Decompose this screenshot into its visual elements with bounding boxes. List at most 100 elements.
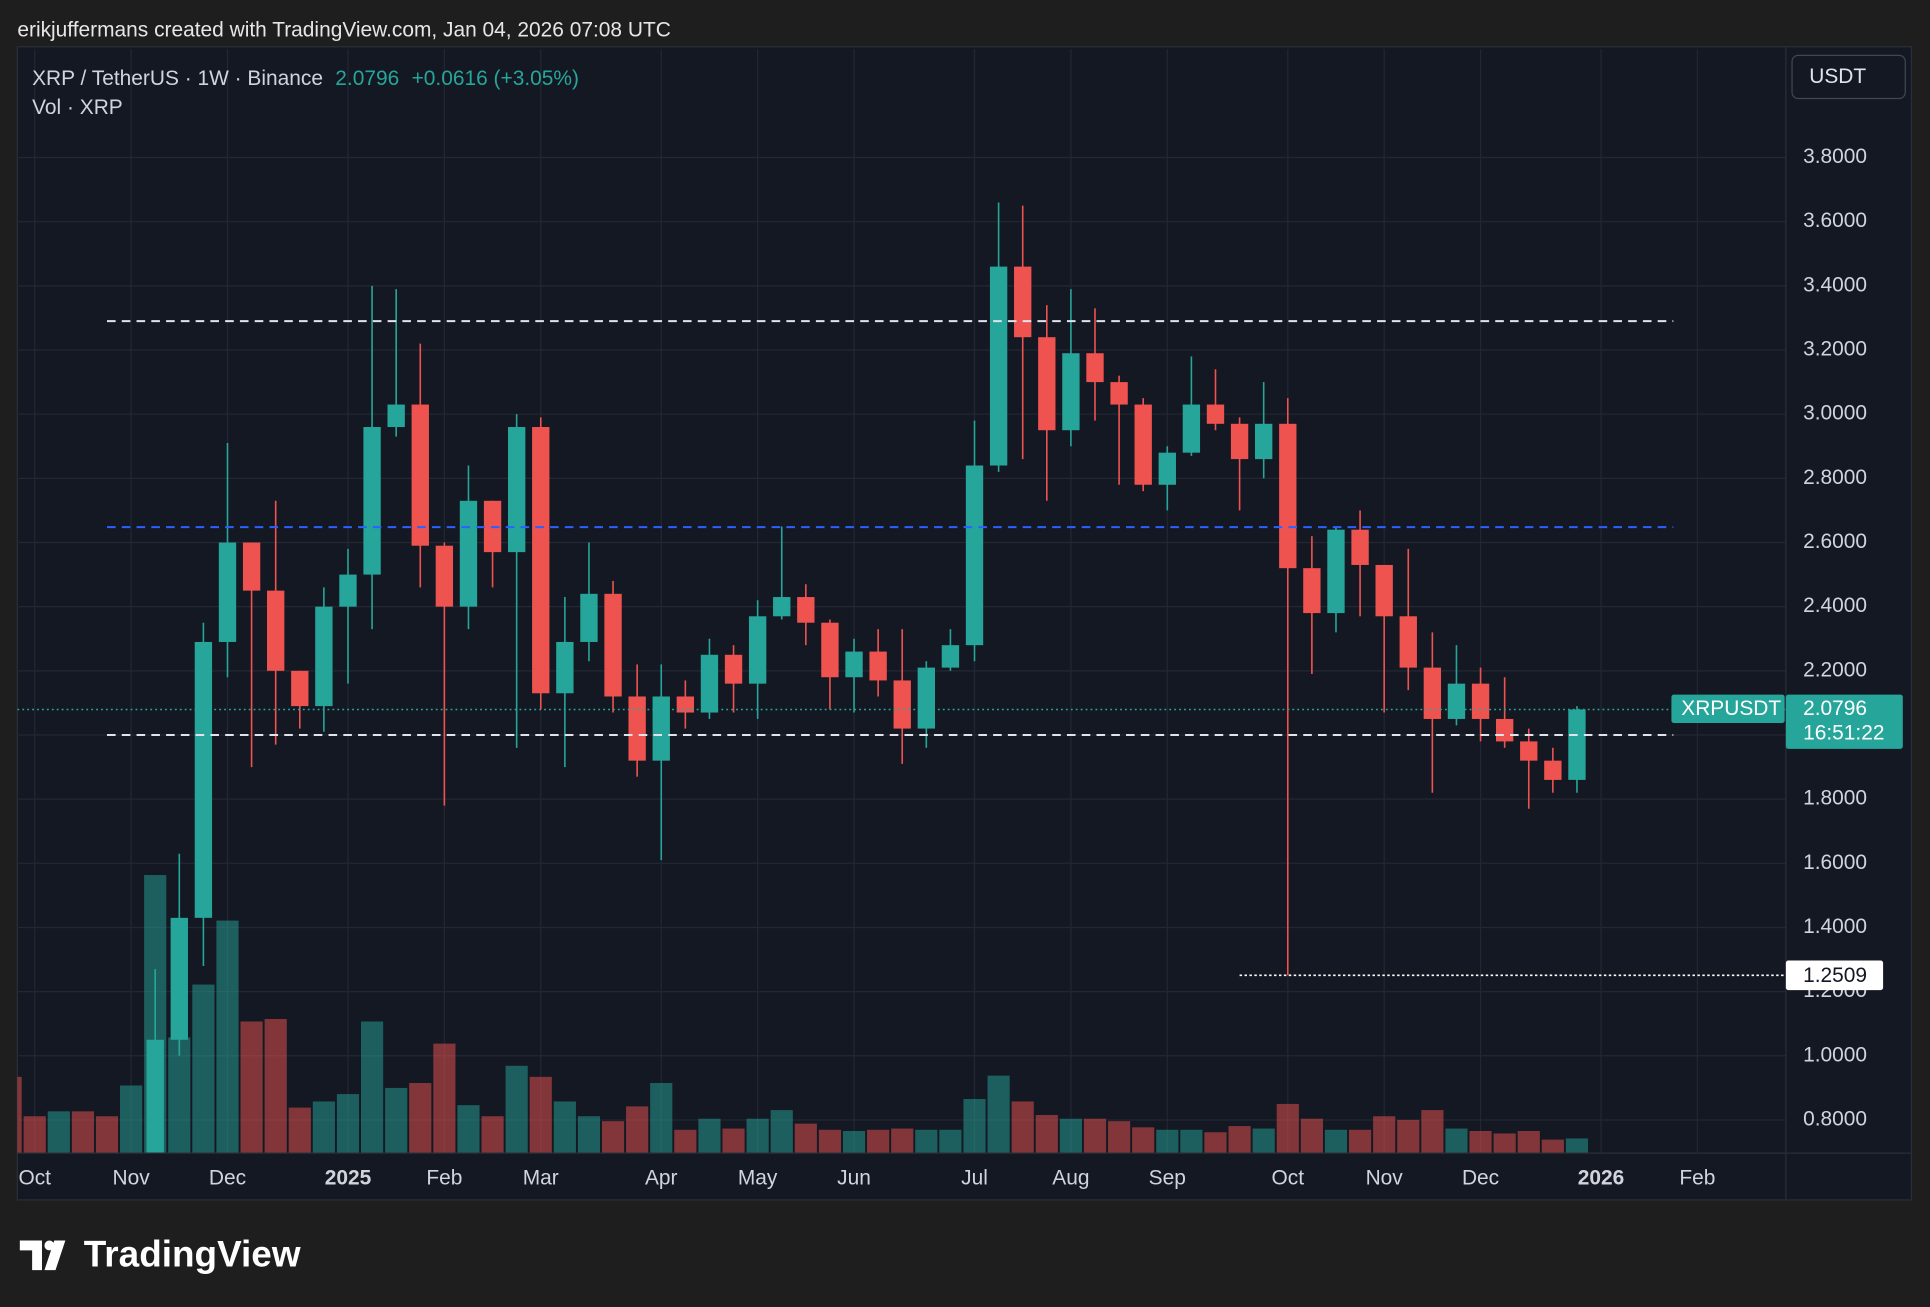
volume-bar xyxy=(481,1116,504,1154)
low-marker-box xyxy=(1785,960,1884,991)
countdown: 16:51:22 xyxy=(1803,722,1884,745)
candle-body xyxy=(1544,760,1562,780)
volume-bar xyxy=(1445,1128,1468,1154)
volume-bar xyxy=(1204,1132,1227,1154)
candle-body xyxy=(1086,353,1104,383)
volume-bar xyxy=(794,1123,817,1154)
x-tick-label: Feb xyxy=(426,1167,462,1190)
candle-body xyxy=(339,574,357,607)
candle-body xyxy=(965,465,984,646)
candle-body xyxy=(1375,564,1393,617)
volume-bar xyxy=(553,1101,576,1154)
volume-bar xyxy=(626,1106,649,1154)
candle-body xyxy=(676,696,695,713)
candle-body xyxy=(1014,266,1032,338)
candle-body xyxy=(1399,616,1417,668)
volume-bar xyxy=(601,1121,625,1154)
x-tick-label: Dec xyxy=(1462,1167,1499,1190)
volume-bar xyxy=(288,1107,311,1154)
candle-body xyxy=(821,622,839,678)
currency-button[interactable] xyxy=(1791,54,1906,100)
volume-bar xyxy=(746,1118,769,1154)
volume-bar xyxy=(1373,1116,1396,1154)
candle-body xyxy=(435,545,454,607)
y-tick-label: 3.0000 xyxy=(1803,402,1867,425)
candle-body xyxy=(363,427,381,575)
candle-body xyxy=(291,670,309,707)
candle-body xyxy=(194,641,213,918)
y-tick-label: 3.8000 xyxy=(1803,145,1867,168)
candle-body xyxy=(242,542,261,591)
volume-bar xyxy=(963,1099,986,1154)
volume-bar xyxy=(770,1110,793,1154)
candle-body xyxy=(1351,529,1369,565)
volume-bar xyxy=(650,1083,673,1154)
last-price-label: 2.0796 xyxy=(1803,697,1867,720)
volume-bar xyxy=(1397,1119,1420,1154)
candle-body xyxy=(218,542,237,642)
volume-bar xyxy=(1565,1138,1589,1154)
candle-body xyxy=(1182,404,1201,453)
volume-bar xyxy=(216,920,239,1154)
volume-bar xyxy=(120,1085,143,1154)
volume-bar xyxy=(71,1111,94,1154)
volume-bar xyxy=(433,1043,456,1154)
logo-dot xyxy=(44,1240,55,1251)
y-tick-label: 0.8000 xyxy=(1803,1107,1867,1130)
volume-bar xyxy=(409,1083,432,1154)
x-tick-label: Dec xyxy=(209,1167,246,1190)
volume-bar xyxy=(1252,1128,1275,1154)
candle-body xyxy=(1327,529,1345,614)
candle-body xyxy=(170,917,188,1040)
y-tick-label: 1.8000 xyxy=(1803,787,1867,810)
candle-body xyxy=(1279,423,1297,569)
x-tick-label: 2025 xyxy=(325,1167,372,1190)
x-tick-label: Feb xyxy=(1679,1167,1715,1190)
volume-bar xyxy=(1059,1118,1082,1154)
volume-bar xyxy=(1132,1127,1155,1154)
candle-body xyxy=(1495,718,1514,742)
volume-bar xyxy=(867,1129,890,1154)
volume-bar xyxy=(1035,1115,1058,1154)
volume-bar xyxy=(1108,1121,1131,1154)
candle-body xyxy=(604,593,622,697)
x-tick-label: Apr xyxy=(645,1167,678,1190)
volume-bar xyxy=(1348,1129,1372,1154)
candle-body xyxy=(267,590,285,671)
candle-body xyxy=(989,266,1008,466)
volume-bar xyxy=(529,1076,552,1154)
volume-bar xyxy=(312,1101,335,1154)
candle-body xyxy=(556,641,574,694)
volume-bar xyxy=(1156,1129,1179,1154)
volume-bar xyxy=(1421,1110,1444,1154)
volume-bar xyxy=(192,984,215,1154)
candle-body xyxy=(1303,568,1321,614)
volume-bar xyxy=(1493,1133,1516,1154)
volume-bar xyxy=(505,1065,528,1154)
y-tick-label: 3.4000 xyxy=(1803,273,1867,296)
candle-body xyxy=(1423,667,1442,719)
candle-body xyxy=(1206,404,1225,424)
candle-body xyxy=(315,606,333,707)
candle-body xyxy=(1255,423,1273,460)
volume-bar xyxy=(168,1037,191,1154)
x-tick-label: Nov xyxy=(1366,1167,1404,1190)
symbol: XRP / TetherUS · 1W · Binance xyxy=(32,66,323,89)
last-price-box xyxy=(1785,694,1903,749)
candle-body xyxy=(797,597,815,623)
candle-body xyxy=(917,667,935,729)
candle-body xyxy=(893,680,911,729)
y-tick-label: 1.4000 xyxy=(1803,915,1867,938)
y-tick-label: 2.8000 xyxy=(1803,466,1867,489)
candle-body xyxy=(773,597,791,617)
candle-body xyxy=(459,500,478,607)
chart-panel xyxy=(16,46,1913,1201)
volume-bar xyxy=(818,1129,842,1154)
x-tick-label: Oct xyxy=(18,1167,51,1190)
currency[interactable]: USDT xyxy=(1809,65,1866,88)
volume-bar xyxy=(457,1105,480,1154)
y-tick-label: 1.6000 xyxy=(1803,851,1867,874)
volume-bar xyxy=(674,1129,697,1154)
